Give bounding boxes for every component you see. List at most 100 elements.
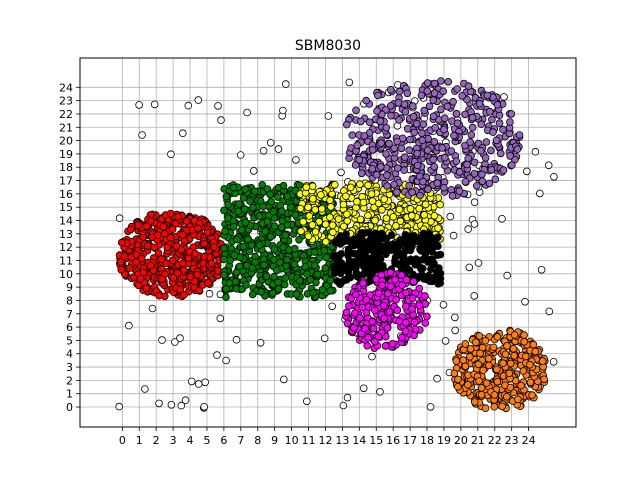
data-point-white <box>125 321 133 330</box>
data-point-orange <box>479 366 488 375</box>
data-point-purple <box>468 113 477 122</box>
data-point-black <box>336 240 345 248</box>
data-point-purple <box>429 112 438 121</box>
data-point-white <box>205 289 214 298</box>
data-point-purple <box>386 85 395 94</box>
data-point-purple <box>482 138 491 146</box>
data-point-green <box>277 223 286 232</box>
x-tick-label: 15 <box>369 434 383 447</box>
data-point-orange <box>510 331 519 339</box>
data-point-black <box>373 265 381 274</box>
data-point-red <box>158 275 166 284</box>
data-point-green <box>225 279 234 287</box>
data-point-green <box>290 244 299 253</box>
y-tick-label: 5 <box>66 334 73 347</box>
data-point-magenta <box>370 306 379 315</box>
data-point-yellow <box>296 204 305 213</box>
x-tick-label: 14 <box>352 434 366 447</box>
y-tick-label: 22 <box>59 108 73 121</box>
data-point-green <box>251 187 259 196</box>
data-point-black <box>422 232 431 240</box>
data-point-black <box>403 232 411 240</box>
data-point-yellow <box>326 196 334 205</box>
data-point-magenta <box>421 292 429 300</box>
data-point-orange <box>509 344 518 353</box>
data-point-black <box>387 231 396 240</box>
data-point-white <box>292 156 300 164</box>
data-point-white <box>337 168 345 177</box>
data-point-white <box>500 93 508 101</box>
x-tick-label: 16 <box>386 434 400 447</box>
data-point-purple <box>419 177 427 186</box>
data-point-purple <box>488 115 496 124</box>
data-point-black <box>418 264 427 273</box>
data-point-purple <box>385 139 393 148</box>
data-point-purple <box>470 158 479 167</box>
data-point-orange <box>519 367 528 375</box>
data-point-purple <box>487 146 495 155</box>
data-point-magenta <box>393 306 402 315</box>
data-point-yellow <box>371 216 379 225</box>
data-point-green <box>270 222 279 231</box>
data-point-purple <box>437 105 445 114</box>
data-point-orange <box>498 402 507 411</box>
data-point-purple <box>405 146 414 155</box>
data-point-red <box>161 230 169 238</box>
data-point-black <box>356 246 365 255</box>
data-point-white <box>158 336 166 344</box>
data-point-green <box>310 248 319 256</box>
data-point-red <box>195 286 203 295</box>
data-point-purple <box>362 96 371 105</box>
data-point-magenta <box>398 281 406 290</box>
data-point-yellow <box>382 214 391 223</box>
data-point-white <box>181 396 190 405</box>
data-point-purple <box>455 168 464 176</box>
data-point-magenta <box>402 275 411 284</box>
data-point-green <box>249 203 257 212</box>
data-point-purple <box>485 107 494 116</box>
data-point-black <box>397 250 406 259</box>
x-tick-label: 17 <box>403 434 417 447</box>
data-point-purple <box>383 182 391 190</box>
x-tick-label: 23 <box>505 434 519 447</box>
data-point-orange <box>538 357 547 365</box>
data-point-green <box>266 232 275 241</box>
data-point-orange <box>493 377 502 386</box>
data-point-purple <box>461 178 470 186</box>
data-point-red <box>204 279 212 287</box>
data-point-purple <box>376 163 385 171</box>
data-point-yellow <box>356 215 365 224</box>
data-point-purple <box>448 192 457 200</box>
data-point-green <box>272 266 281 275</box>
data-point-purple <box>483 91 492 100</box>
data-point-yellow <box>334 215 343 223</box>
x-tick-label: 2 <box>153 434 160 447</box>
data-point-yellow <box>309 195 317 203</box>
data-point-yellow <box>368 197 377 205</box>
data-point-yellow <box>339 222 348 231</box>
data-point-purple <box>357 169 366 178</box>
data-point-purple <box>356 117 365 126</box>
data-point-purple <box>450 131 458 140</box>
data-point-yellow <box>329 228 337 237</box>
data-point-red <box>150 243 159 252</box>
data-point-magenta <box>401 302 410 311</box>
data-point-white <box>150 100 159 109</box>
data-point-green <box>321 264 330 272</box>
data-point-black <box>334 258 343 267</box>
data-point-yellow <box>378 206 386 214</box>
data-point-orange <box>526 378 535 387</box>
data-point-purple <box>401 108 410 116</box>
data-point-yellow <box>321 238 330 246</box>
data-point-white <box>187 377 196 386</box>
data-point-orange <box>454 375 462 384</box>
data-point-green <box>241 185 249 193</box>
y-tick-label: 18 <box>59 161 73 174</box>
data-point-yellow <box>342 192 350 201</box>
data-point-red <box>117 238 126 247</box>
data-point-red <box>157 255 166 264</box>
data-point-white <box>115 402 123 411</box>
data-point-purple <box>430 79 439 88</box>
data-point-purple <box>408 102 417 110</box>
data-point-magenta <box>402 289 410 297</box>
